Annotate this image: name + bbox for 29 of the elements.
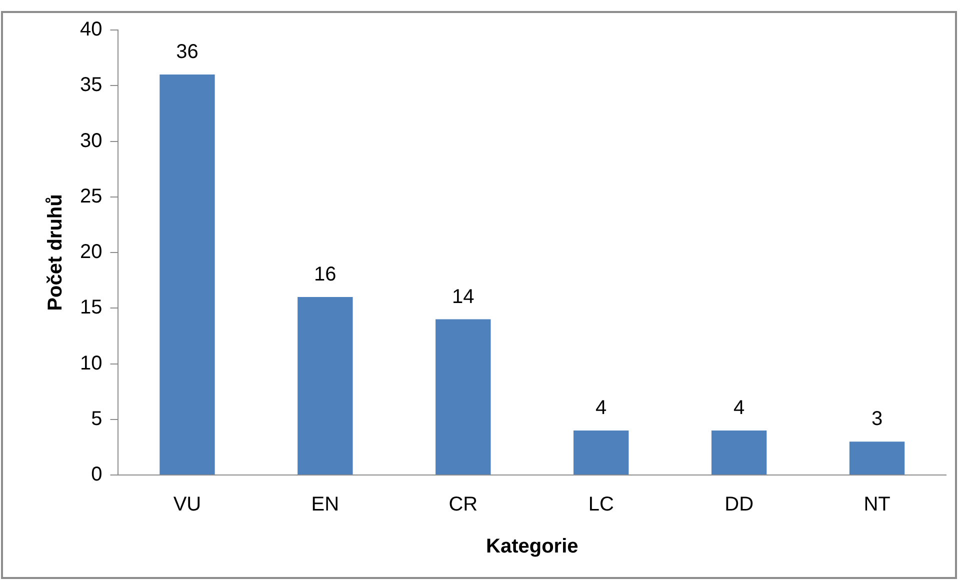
bar bbox=[436, 319, 491, 474]
bar bbox=[160, 74, 215, 474]
y-tick-label: 35 bbox=[80, 74, 102, 96]
y-tick-label: 40 bbox=[80, 18, 102, 41]
data-label: 3 bbox=[871, 408, 883, 430]
data-label: 14 bbox=[452, 286, 474, 308]
x-tick-label: CR bbox=[448, 494, 478, 516]
bar bbox=[574, 430, 629, 474]
x-tick-label: EN bbox=[311, 494, 340, 516]
x-tick-label: DD bbox=[724, 494, 754, 516]
x-tick-label: NT bbox=[864, 494, 890, 516]
bar bbox=[298, 297, 353, 474]
y-tick-label: 0 bbox=[91, 464, 102, 486]
x-tick-label: LC bbox=[588, 494, 614, 516]
x-axis-title: Kategorie bbox=[486, 536, 578, 558]
y-tick-label: 20 bbox=[80, 241, 102, 264]
y-tick-label: 30 bbox=[80, 130, 102, 152]
x-tick-label: VU bbox=[173, 494, 202, 516]
data-label: 36 bbox=[176, 41, 198, 64]
y-axis-title: Počet druhů bbox=[44, 194, 67, 311]
y-tick-label: 15 bbox=[80, 296, 102, 319]
data-label: 16 bbox=[314, 264, 336, 286]
data-label: 4 bbox=[734, 397, 745, 420]
bar bbox=[711, 430, 767, 474]
y-tick-label: 25 bbox=[80, 185, 102, 208]
y-tick-label: 5 bbox=[91, 408, 102, 430]
bar bbox=[849, 442, 905, 474]
data-label: 4 bbox=[596, 397, 607, 420]
y-tick-label: 10 bbox=[80, 352, 102, 374]
